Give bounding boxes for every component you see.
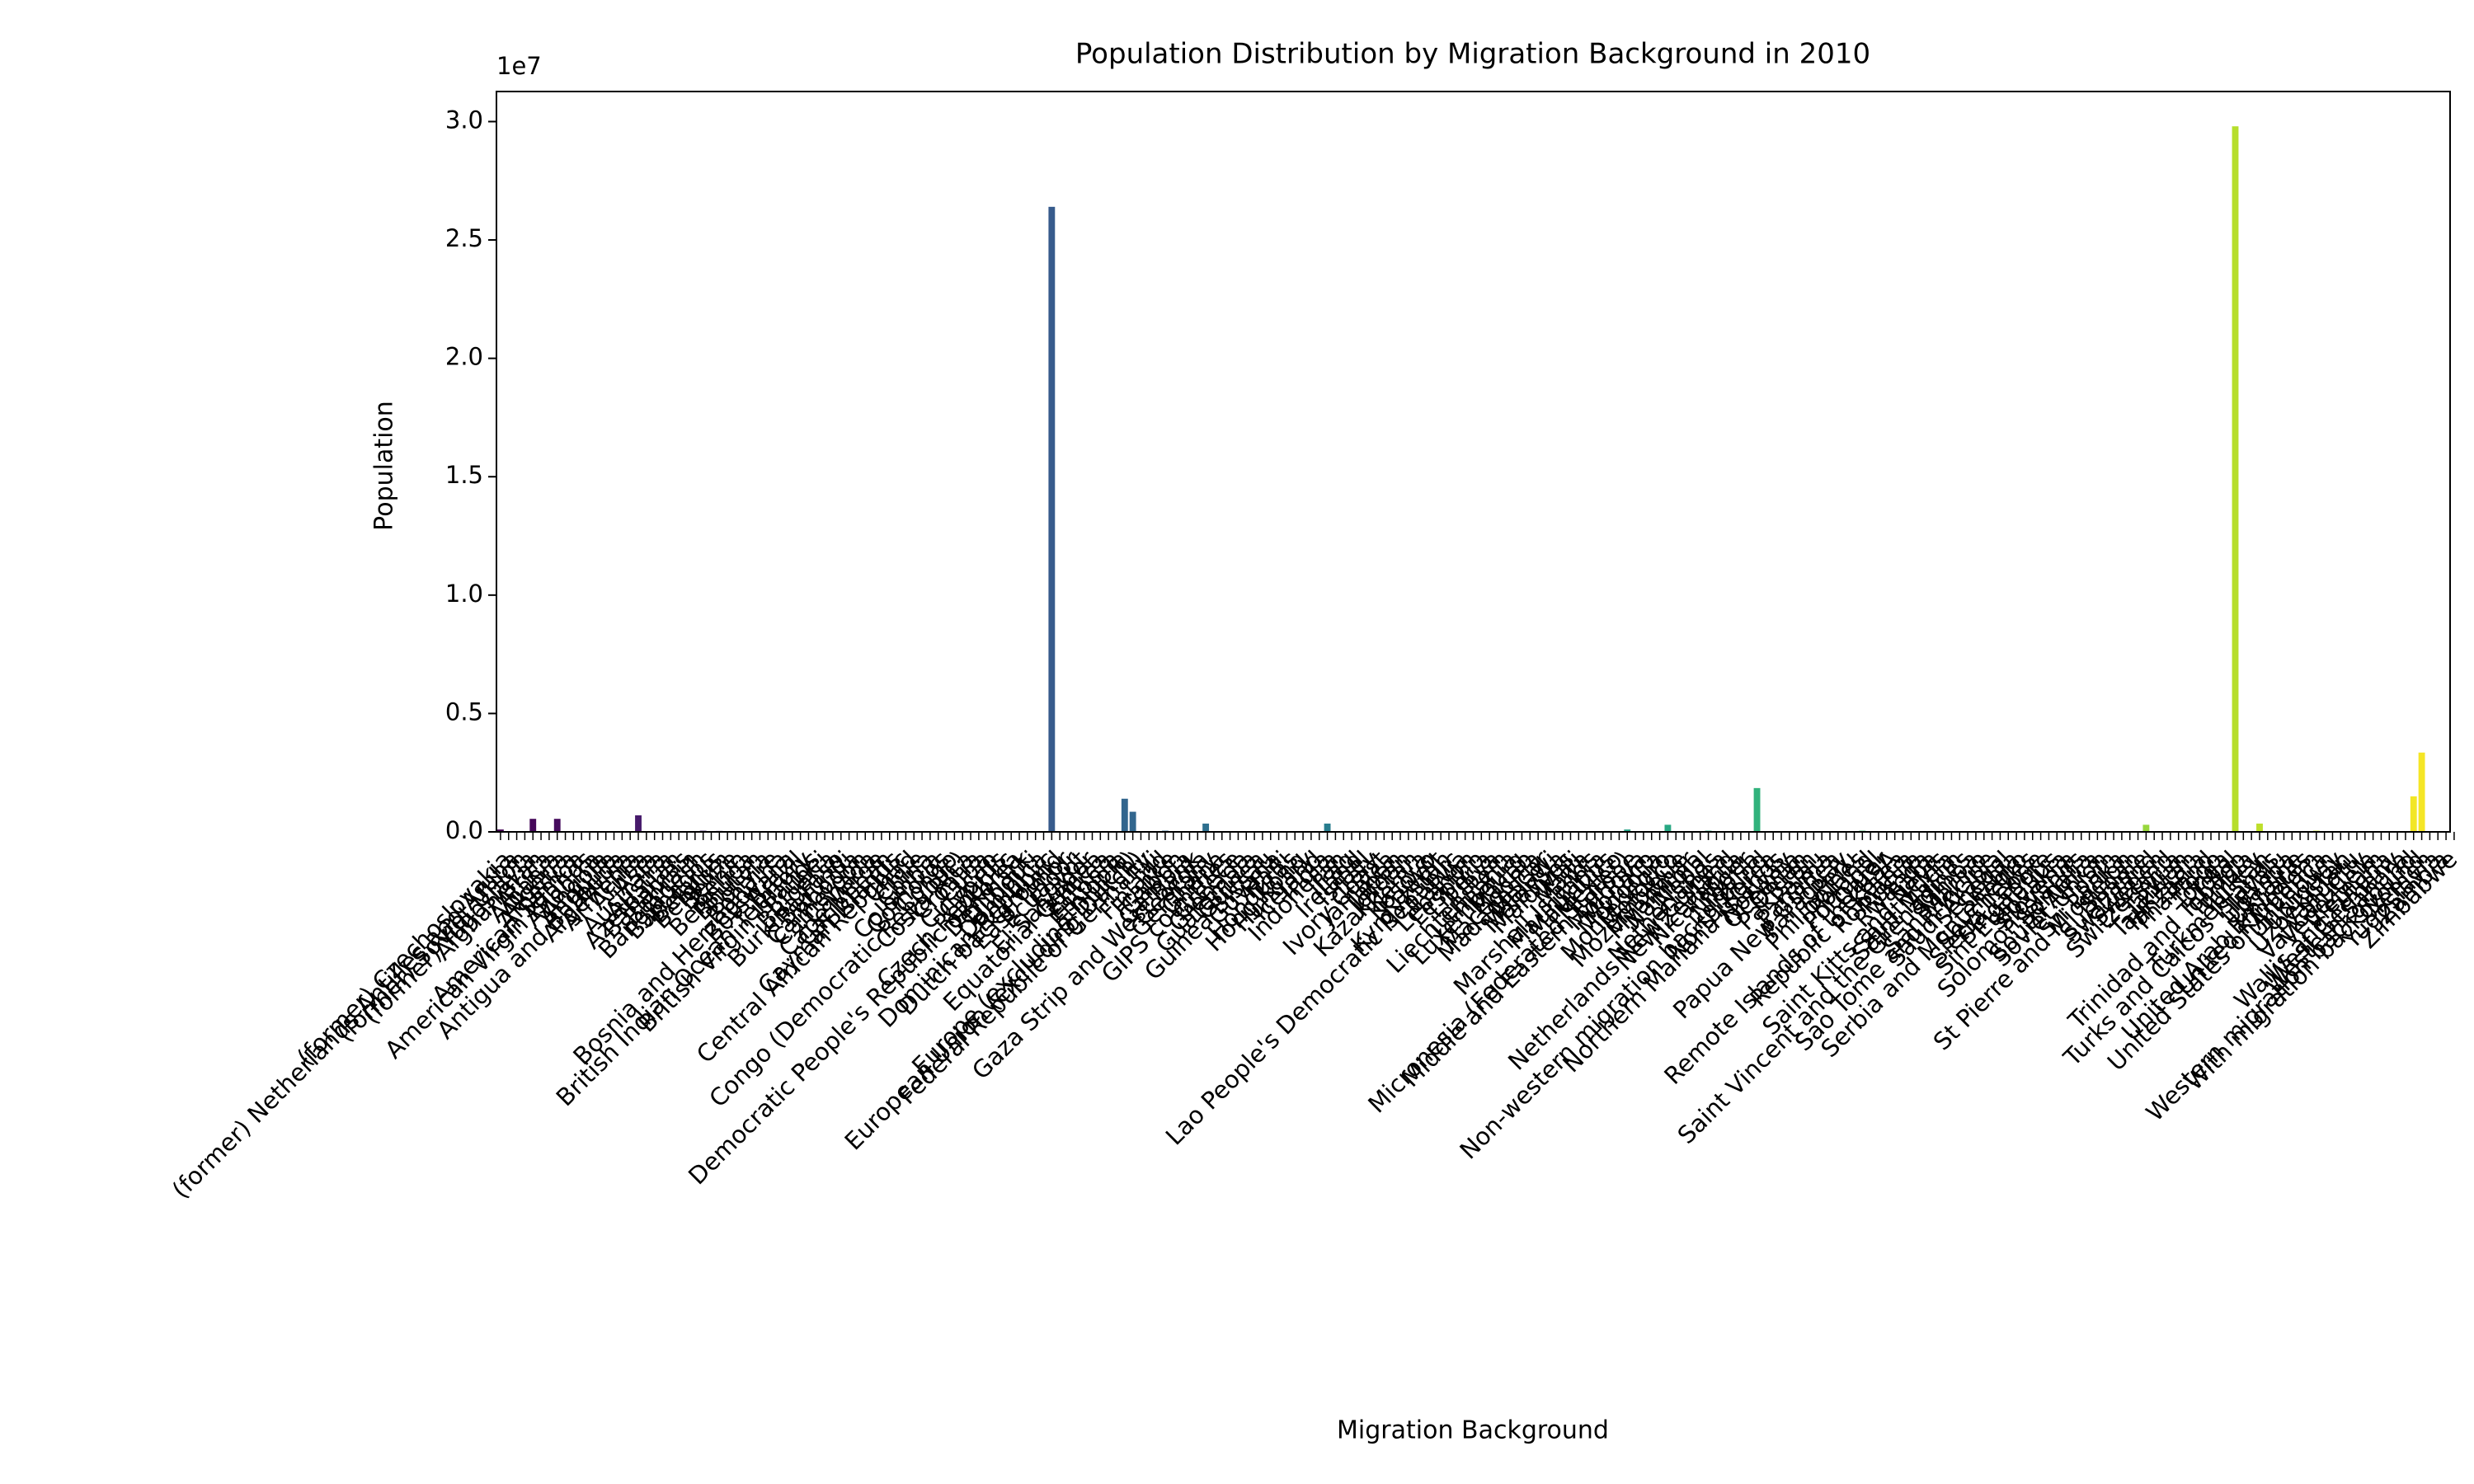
- bar: [1048, 206, 1056, 833]
- y-tick-label: 2.0: [445, 343, 483, 371]
- bar: [635, 815, 642, 832]
- bar: [2410, 796, 2417, 832]
- x-axis-label: Migration Background: [1337, 1416, 1609, 1445]
- bar: [1129, 811, 1136, 832]
- y-offset-label: 1e7: [496, 52, 542, 80]
- y-tick-label: 1.5: [445, 461, 483, 489]
- chart-title: Population Distribution by Migration Bac…: [1075, 38, 1870, 71]
- bar: [2232, 126, 2239, 832]
- bar: [1624, 829, 1631, 832]
- y-tick-label: 0.0: [445, 816, 483, 844]
- bar: [1753, 787, 1761, 832]
- bar: [1202, 823, 1210, 832]
- bar: [1121, 798, 1128, 832]
- y-tick-label: 3.0: [445, 106, 483, 134]
- y-tick-label: 0.5: [445, 697, 483, 726]
- bar: [553, 819, 561, 832]
- y-tick-label: 2.5: [445, 224, 483, 252]
- bar: [2142, 824, 2150, 832]
- bar: [1664, 824, 1672, 832]
- bar: [496, 829, 504, 832]
- bar: [2256, 823, 2263, 832]
- y-tick-label: 1.0: [445, 580, 483, 608]
- bar: [529, 819, 537, 832]
- bar: [1324, 823, 1331, 832]
- axes-frame: [496, 91, 2451, 833]
- y-axis-label: Population: [370, 401, 399, 531]
- bar: [2418, 752, 2425, 832]
